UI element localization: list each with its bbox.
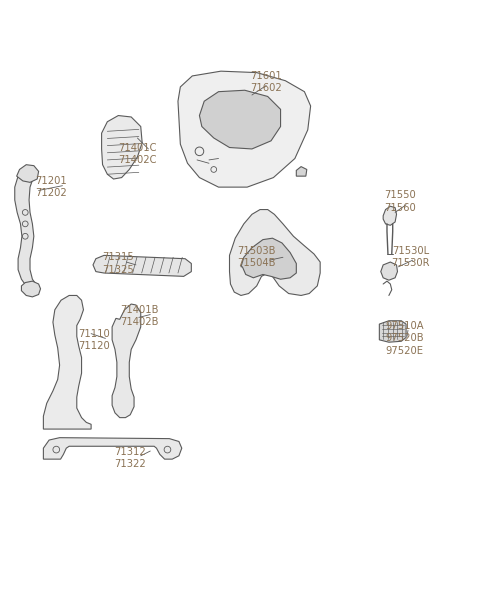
Polygon shape [381, 262, 397, 280]
Polygon shape [17, 165, 38, 183]
Text: 71401C
71402C: 71401C 71402C [118, 143, 156, 165]
Polygon shape [379, 321, 406, 342]
Text: 71401B
71402B: 71401B 71402B [120, 305, 159, 327]
Text: 71550
71560: 71550 71560 [384, 190, 416, 213]
Polygon shape [199, 90, 281, 149]
Polygon shape [43, 296, 91, 429]
Text: 71312
71322: 71312 71322 [114, 446, 146, 469]
Polygon shape [178, 71, 311, 187]
Text: 71315
71325: 71315 71325 [102, 252, 134, 274]
Polygon shape [241, 238, 296, 279]
Polygon shape [22, 281, 40, 297]
Text: 71503B
71504B: 71503B 71504B [238, 246, 276, 269]
Polygon shape [296, 167, 307, 176]
Polygon shape [43, 438, 182, 459]
Polygon shape [15, 176, 37, 286]
Polygon shape [229, 210, 320, 296]
Text: 71201
71202: 71201 71202 [36, 176, 67, 198]
Text: 97510A
97520B
97520E: 97510A 97520B 97520E [385, 321, 424, 356]
Polygon shape [102, 115, 142, 179]
Polygon shape [383, 206, 396, 226]
Text: 71530L
71530R: 71530L 71530R [392, 246, 430, 269]
Polygon shape [93, 256, 192, 276]
Text: 71601
71602: 71601 71602 [251, 71, 282, 93]
Text: 71110
71120: 71110 71120 [79, 329, 110, 351]
Polygon shape [112, 304, 141, 418]
